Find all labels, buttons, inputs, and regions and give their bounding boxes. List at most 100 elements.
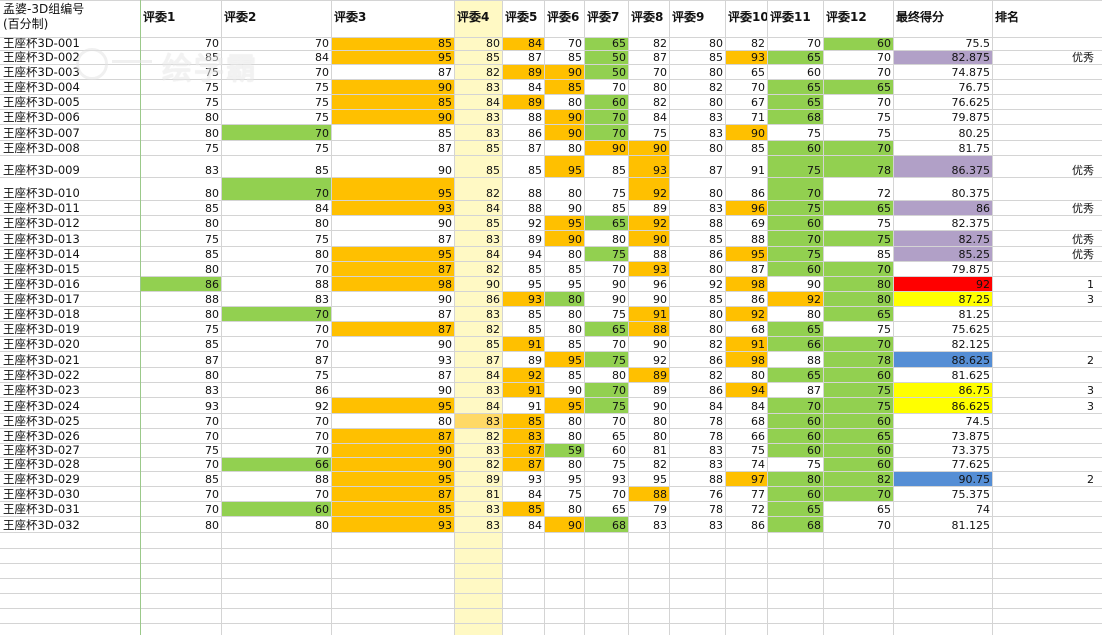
score-cell[interactable]: 83 [709,458,723,471]
rank-cell[interactable] [992,457,1096,471]
score-cell[interactable]: 96 [725,200,767,215]
score-cell[interactable]: 88 [628,486,669,501]
score-cell[interactable]: 83 [486,519,500,532]
score-cell[interactable]: 70 [653,66,667,79]
final-score-cell[interactable]: 82.375 [951,217,991,230]
score-cell[interactable]: 90 [628,230,669,246]
score-cell[interactable]: 60 [823,457,893,471]
score-cell[interactable]: 59 [544,443,584,457]
score-cell[interactable]: 80 [807,308,821,321]
score-cell[interactable]: 60 [767,215,823,230]
score-cell[interactable]: 78 [709,415,723,428]
score-cell[interactable]: 90 [544,516,584,532]
score-cell[interactable]: 90 [807,278,821,291]
score-cell[interactable]: 70 [877,96,891,109]
score-cell[interactable]: 95 [331,246,454,261]
score-cell[interactable]: 84 [528,519,542,532]
score-cell[interactable]: 80 [315,248,329,261]
score-cell[interactable]: 85 [528,164,542,177]
score-cell[interactable]: 80 [709,263,723,276]
header-judge-7[interactable]: 评委7 [587,11,620,24]
row-id-cell[interactable]: 王座杯3D-008 [3,141,80,155]
score-cell[interactable]: 85 [528,323,542,336]
score-cell[interactable]: 85 [486,142,500,155]
score-cell[interactable]: 93 [205,400,219,413]
score-cell[interactable]: 90 [438,384,452,397]
score-cell[interactable]: 65 [767,321,823,336]
score-cell[interactable]: 89 [653,202,667,215]
score-cell[interactable]: 93 [438,354,452,367]
final-score-cell[interactable]: 75.375 [951,488,991,501]
score-cell[interactable]: 84 [486,96,500,109]
score-cell[interactable]: 85 [612,202,626,215]
score-cell[interactable]: 82 [486,458,500,471]
rank-cell[interactable] [992,261,1096,276]
rank-cell[interactable]: 2 [1087,473,1094,486]
row-id-cell[interactable]: 王座杯3D-014 [3,247,80,261]
score-cell[interactable]: 83 [486,308,500,321]
score-cell[interactable]: 84 [486,248,500,261]
score-cell[interactable]: 75 [315,233,329,246]
score-cell[interactable]: 85 [205,338,219,351]
score-cell[interactable]: 70 [823,261,893,276]
score-cell[interactable]: 65 [877,503,891,516]
score-cell[interactable]: 88 [709,217,723,230]
score-cell[interactable]: 88 [528,187,542,200]
score-cell[interactable]: 70 [584,382,628,397]
score-cell[interactable]: 93 [331,516,454,532]
score-cell[interactable]: 95 [653,473,667,486]
score-cell[interactable]: 90 [628,140,669,155]
score-cell[interactable]: 68 [767,109,823,124]
row-id-cell[interactable]: 王座杯3D-013 [3,232,80,246]
score-cell[interactable]: 83 [486,384,500,397]
row-id-cell[interactable]: 王座杯3D-024 [3,399,80,413]
score-cell[interactable]: 85 [612,164,626,177]
score-cell[interactable]: 70 [767,397,823,413]
score-cell[interactable]: 84 [751,400,765,413]
row-id-cell[interactable]: 王座杯3D-027 [3,443,80,457]
score-cell[interactable]: 95 [544,351,584,367]
score-cell[interactable]: 80 [486,37,500,50]
row-id-cell[interactable]: 王座杯3D-006 [3,110,80,124]
score-cell[interactable]: 80 [438,415,452,428]
score-cell[interactable]: 83 [486,233,500,246]
final-score-cell[interactable]: 75.625 [951,323,991,336]
score-cell[interactable]: 96 [653,278,667,291]
score-cell[interactable]: 98 [725,351,767,367]
score-cell[interactable]: 87 [438,369,452,382]
score-cell[interactable]: 78 [709,503,723,516]
final-score-cell[interactable]: 74.875 [951,66,991,79]
score-cell[interactable]: 75 [807,458,821,471]
score-cell[interactable]: 70 [205,37,219,50]
score-cell[interactable]: 75 [584,397,628,413]
header-final-score[interactable]: 最终得分 [896,11,945,24]
rank-cell[interactable] [992,177,1096,200]
score-cell[interactable]: 74 [751,458,765,471]
score-cell[interactable]: 92 [315,400,329,413]
score-cell[interactable]: 85 [438,127,452,140]
score-cell[interactable]: 80 [568,308,582,321]
rank-cell[interactable] [992,367,1096,382]
score-cell[interactable]: 92 [725,306,767,321]
score-cell[interactable]: 82 [709,369,723,382]
score-cell[interactable]: 60 [823,443,893,457]
row-id-cell[interactable]: 王座杯3D-001 [3,37,80,50]
score-cell[interactable]: 70 [315,444,329,457]
row-id-cell[interactable]: 王座杯3D-022 [3,368,80,382]
score-cell[interactable]: 80 [709,96,723,109]
score-cell[interactable]: 70 [315,338,329,351]
score-cell[interactable]: 92 [709,278,723,291]
score-cell[interactable]: 90 [331,443,454,457]
score-cell[interactable]: 82 [751,37,765,50]
score-cell[interactable]: 89 [528,233,542,246]
score-cell[interactable]: 90 [486,278,500,291]
header-judge-11[interactable]: 评委11 [770,11,811,24]
score-cell[interactable]: 92 [653,354,667,367]
score-cell[interactable]: 83 [205,164,219,177]
score-cell[interactable]: 82 [709,338,723,351]
score-cell[interactable]: 98 [725,276,767,291]
score-cell[interactable]: 75 [205,96,219,109]
score-cell[interactable]: 70 [767,230,823,246]
row-id-cell[interactable]: 王座杯3D-029 [3,472,80,486]
rank-cell[interactable]: 3 [1087,293,1094,306]
